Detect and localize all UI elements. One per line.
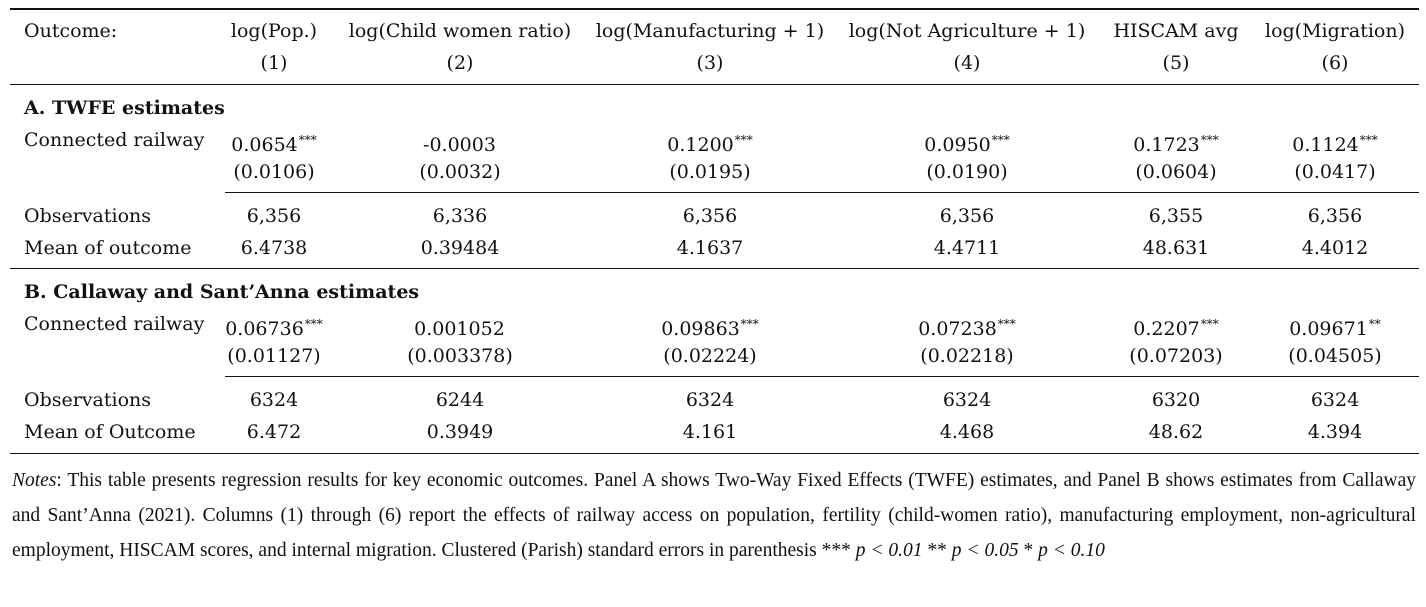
panel-b-se: (0.07203) — [1129, 345, 1223, 367]
panel-a-se: (0.0604) — [1135, 161, 1217, 183]
significance-stars: *** — [1200, 133, 1219, 147]
panel-b-se: (0.003378) — [407, 345, 513, 367]
panel-b-se: (0.01127) — [227, 345, 321, 367]
notes-label: Notes — [12, 470, 57, 491]
panel-b-mean-label: Mean of Outcome — [24, 421, 196, 443]
panel-b-se: (0.02224) — [663, 345, 757, 367]
p-threshold-1: p < 0.01 — [855, 540, 923, 561]
panel-b-row-label: Connected railway — [24, 313, 205, 335]
panel-b-mean: 4.161 — [682, 421, 738, 443]
column-number: (4) — [953, 52, 981, 74]
panel-a-se: (0.0417) — [1294, 161, 1376, 183]
significance-stars: *** — [734, 133, 753, 147]
column-number: (6) — [1321, 52, 1349, 74]
panel-a-title: A. TWFE estimates — [24, 97, 225, 119]
significance-stars: *** — [991, 133, 1010, 147]
panel-b-coef: 0.09671** — [1289, 317, 1381, 340]
panel-a-obs: 6,355 — [1148, 205, 1204, 227]
panel-b-coef: 0.07238*** — [918, 317, 1016, 340]
panel-a-coef-rule — [225, 192, 1419, 194]
table-notes: Notes: This table presents regression re… — [12, 470, 1416, 561]
panel-a-mean: 4.4711 — [933, 237, 1001, 259]
panel-a-obs: 6,356 — [939, 205, 995, 227]
panel-a-mean: 4.4012 — [1301, 237, 1369, 259]
significance-stars: *** — [298, 133, 317, 147]
panel-a-mean: 48.631 — [1142, 237, 1210, 259]
panel-a-mean: 4.1637 — [676, 237, 744, 259]
column-header: log(Child women ratio) — [348, 20, 572, 42]
panel-b-coef-rule — [225, 376, 1419, 378]
top-rule — [10, 8, 1419, 10]
panel-b-coef: 0.2207*** — [1133, 317, 1219, 340]
column-header: log(Manufacturing + 1) — [595, 20, 825, 42]
bottom-rule — [10, 453, 1419, 455]
significance-stars: ** — [1368, 317, 1381, 331]
panel-a-coef: 0.1200*** — [667, 133, 753, 156]
panel-a-coef: 0.0654*** — [231, 133, 317, 156]
panel-divider-rule — [10, 268, 1419, 270]
significance-stars: *** — [304, 317, 323, 331]
panel-a-mean-label: Mean of outcome — [24, 237, 192, 259]
significance-stars: *** — [997, 317, 1016, 331]
panel-b-obs: 6244 — [435, 389, 485, 411]
p-threshold-3: p < 0.10 — [1038, 540, 1105, 561]
panel-b-mean: 0.3949 — [426, 421, 494, 443]
panel-a-se: (0.0032) — [419, 161, 501, 183]
panel-b-mean: 4.468 — [939, 421, 995, 443]
panel-a-coef: 0.1723*** — [1133, 133, 1219, 156]
panel-b-obs: 6324 — [249, 389, 299, 411]
panel-a-se: (0.0106) — [233, 161, 315, 183]
p-threshold-2: p < 0.05 — [951, 540, 1019, 561]
panel-b-coef: 0.06736*** — [225, 317, 323, 340]
panel-a-obs: 6,336 — [432, 205, 488, 227]
panel-a-obs-label: Observations — [24, 205, 152, 227]
panel-a-coef: 0.1124*** — [1292, 133, 1378, 156]
significance-stars: *** — [740, 317, 759, 331]
outcome-label: Outcome: — [24, 20, 118, 42]
panel-b-title: B. Callaway and Sant’Anna estimates — [24, 281, 420, 303]
panel-a-mean: 6.4738 — [240, 237, 308, 259]
significance-stars: *** — [1359, 133, 1378, 147]
notes-text: : This table presents regression results… — [12, 470, 1416, 561]
panel-b-coef: 0.09863*** — [661, 317, 759, 340]
panel-a-row-label: Connected railway — [24, 129, 205, 151]
panel-b-mean: 4.394 — [1307, 421, 1363, 443]
column-header: HISCAM avg — [1113, 20, 1239, 42]
panel-b-obs: 6324 — [685, 389, 735, 411]
panel-b-se: (0.02218) — [920, 345, 1014, 367]
panel-a-obs: 6,356 — [682, 205, 738, 227]
significance-stars: *** — [1200, 317, 1219, 331]
panel-a-coef: -0.0003 — [423, 134, 496, 156]
panel-a-coef: 0.0950*** — [924, 133, 1010, 156]
panel-b-obs: 6324 — [942, 389, 992, 411]
column-number: (5) — [1162, 52, 1190, 74]
panel-b-se: (0.04505) — [1288, 345, 1382, 367]
column-header: log(Not Agriculture + 1) — [848, 20, 1086, 42]
panel-b-mean: 48.62 — [1148, 421, 1204, 443]
panel-a-obs: 6,356 — [1307, 205, 1363, 227]
column-header: log(Pop.) — [230, 20, 318, 42]
panel-b-coef: 0.001052 — [414, 318, 505, 340]
panel-a-se: (0.0195) — [669, 161, 751, 183]
header-rule — [10, 84, 1419, 86]
panel-a-mean: 0.39484 — [420, 237, 500, 259]
panel-b-mean: 6.472 — [246, 421, 302, 443]
column-header: log(Migration) — [1265, 20, 1405, 42]
column-number: (1) — [260, 52, 288, 74]
panel-a-obs: 6,356 — [246, 205, 302, 227]
panel-a-se: (0.0190) — [926, 161, 1008, 183]
panel-b-obs-label: Observations — [24, 389, 152, 411]
column-number: (2) — [446, 52, 474, 74]
column-number: (3) — [696, 52, 724, 74]
panel-b-obs: 6320 — [1151, 389, 1201, 411]
panel-b-obs: 6324 — [1310, 389, 1360, 411]
